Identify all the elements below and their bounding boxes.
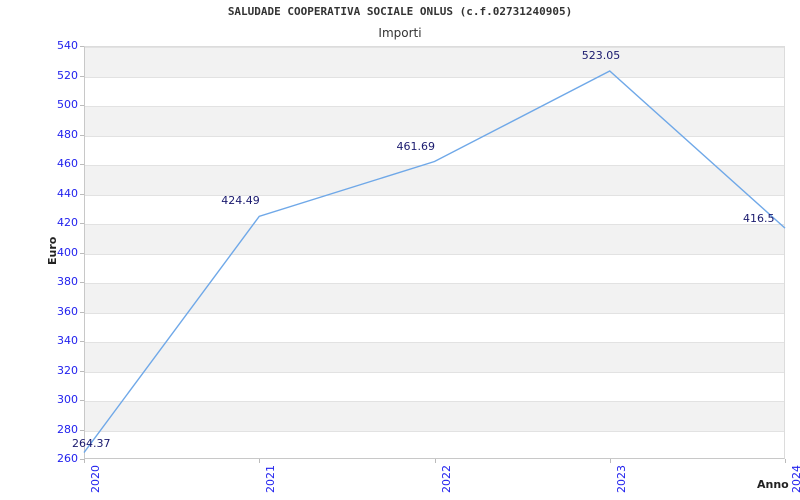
data-point-label: 424.49 [221, 194, 260, 208]
chart-title: SALUDADE COOPERATIVA SOCIALE ONLUS (c.f.… [227, 5, 573, 18]
y-tick-mark [80, 429, 84, 431]
y-tick-label: 460 [57, 157, 78, 170]
x-tick-mark [434, 459, 436, 463]
y-tick-mark [80, 400, 84, 401]
y-tick-label: 320 [57, 363, 78, 377]
plot-band [85, 401, 784, 431]
plot-band [85, 224, 784, 254]
y-tick-label: 540 [57, 39, 78, 52]
x-tick-mark [259, 459, 261, 463]
y-tick-mark [80, 459, 84, 460]
y-tick-label: 500 [57, 98, 78, 111]
y-tick-label: 420 [57, 216, 78, 229]
grid-line [85, 47, 784, 48]
y-tick-label: 300 [57, 393, 78, 406]
plot-band [85, 165, 784, 195]
grid-line [85, 312, 784, 314]
data-point-label: 523.05 [581, 49, 621, 62]
y-tick-mark [80, 252, 84, 254]
y-tick-mark [80, 370, 84, 372]
grid-line [85, 401, 784, 402]
data-point-label: 461.69 [396, 139, 436, 153]
plot-band [85, 106, 784, 136]
y-tick-label: 520 [57, 68, 78, 82]
plot-band [85, 342, 784, 372]
y-tick-label: 380 [57, 275, 78, 288]
grid-line [85, 253, 784, 255]
grid-line [85, 135, 784, 137]
y-tick-mark [80, 341, 84, 342]
y-tick-mark [80, 75, 84, 77]
y-tick-label: 260 [57, 452, 78, 465]
grid-line [85, 106, 784, 107]
x-tick-mark [84, 459, 85, 463]
plot-area [84, 46, 785, 459]
y-tick-mark [80, 105, 84, 106]
grid-line [85, 224, 784, 225]
x-tick-mark [609, 459, 611, 463]
grid-line [85, 342, 784, 343]
grid-line [85, 371, 784, 373]
y-tick-label: 400 [57, 245, 78, 259]
plot-band [85, 283, 784, 313]
x-tick-mark [785, 459, 786, 463]
series-line [83, 70, 786, 453]
data-point-label: 264.37 [72, 436, 111, 450]
y-tick-label: 480 [57, 127, 78, 141]
y-tick-mark [80, 46, 84, 47]
y-tick-label: 280 [57, 422, 78, 436]
y-tick-mark [80, 223, 84, 224]
plot-band [85, 47, 784, 77]
grid-line [85, 283, 784, 284]
x-axis-title: Anno [757, 478, 789, 491]
y-tick-mark [80, 282, 84, 283]
data-point-label: 416.5 [743, 212, 775, 226]
grid-line [85, 165, 784, 166]
grid-line [85, 194, 784, 196]
y-tick-label: 340 [57, 334, 78, 347]
grid-line [85, 76, 784, 78]
y-tick-mark [80, 193, 84, 195]
y-tick-label: 360 [57, 304, 78, 318]
y-tick-label: 440 [57, 186, 78, 200]
chart-subtitle: Importi [378, 26, 422, 40]
y-tick-mark [80, 164, 84, 165]
y-tick-mark [80, 134, 84, 136]
y-tick-mark [80, 311, 84, 313]
grid-line [85, 430, 784, 432]
